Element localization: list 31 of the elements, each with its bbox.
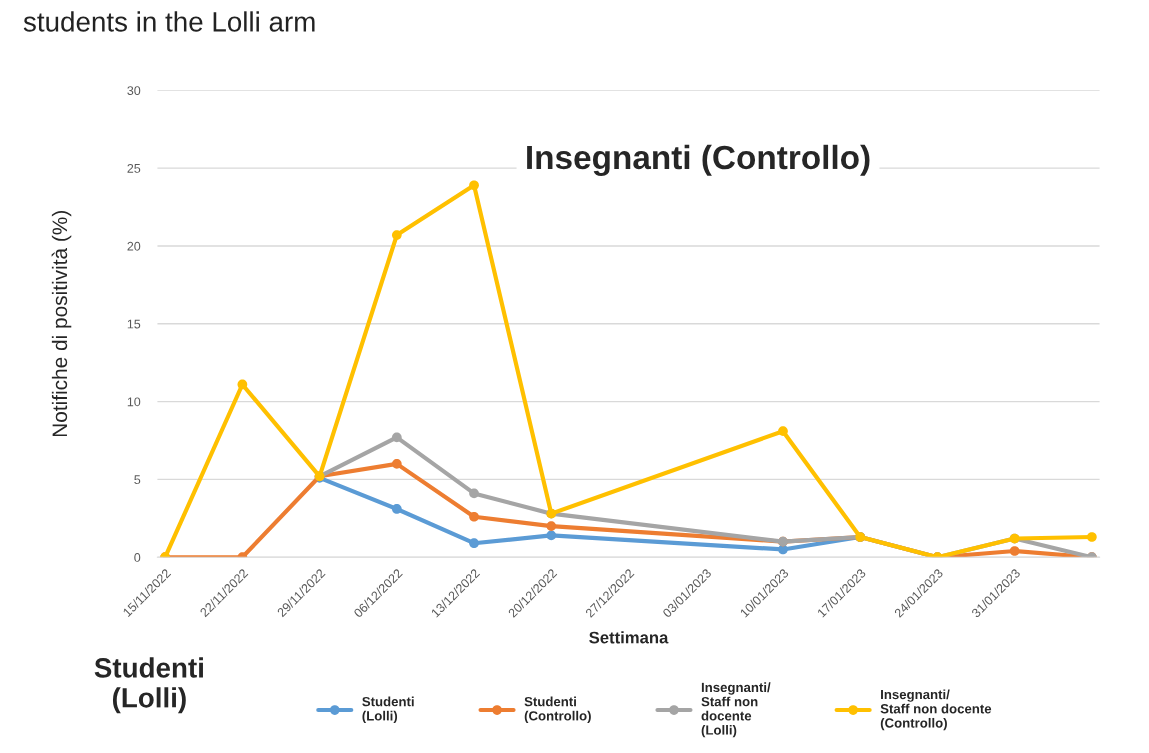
y-tick-label: 30: [127, 86, 141, 96]
y-tick-label: 0: [134, 553, 141, 562]
point: [469, 488, 479, 499]
point: [391, 458, 402, 469]
point: [469, 180, 479, 191]
point: [778, 426, 788, 437]
point: [546, 521, 557, 531]
legend-label: Insegnanti/ Staff non docente (Lolli): [701, 682, 771, 738]
annotation: Insegnanti (Controllo): [527, 144, 870, 176]
point: [469, 511, 479, 522]
point: [469, 538, 479, 549]
x-axis-title: Settimana: [589, 631, 669, 644]
point: [391, 230, 402, 240]
text: Studenti (Lolli): [94, 657, 203, 714]
point: [1009, 546, 1020, 556]
legend-label: Insegnanti/ Staff non docente (Controllo): [880, 689, 992, 731]
chart-title: students in the Lolli arm: [23, 11, 315, 32]
y-axis-title: Notifiche di positività (%): [51, 211, 72, 437]
point: [391, 432, 402, 443]
y-tick-label: 20: [127, 241, 141, 251]
y-tick-label: 5: [134, 475, 141, 485]
point: [391, 504, 402, 514]
point: [546, 530, 557, 541]
y-tick-label: 25: [127, 163, 141, 173]
y-tick-label: 15: [127, 319, 141, 329]
legend-label: Studenti (Lolli): [362, 696, 414, 724]
legend-label: Studenti (Controllo): [524, 696, 591, 724]
point: [237, 379, 248, 390]
point: [1087, 532, 1097, 542]
y-tick-label: 10: [127, 397, 141, 407]
point: [778, 544, 788, 555]
